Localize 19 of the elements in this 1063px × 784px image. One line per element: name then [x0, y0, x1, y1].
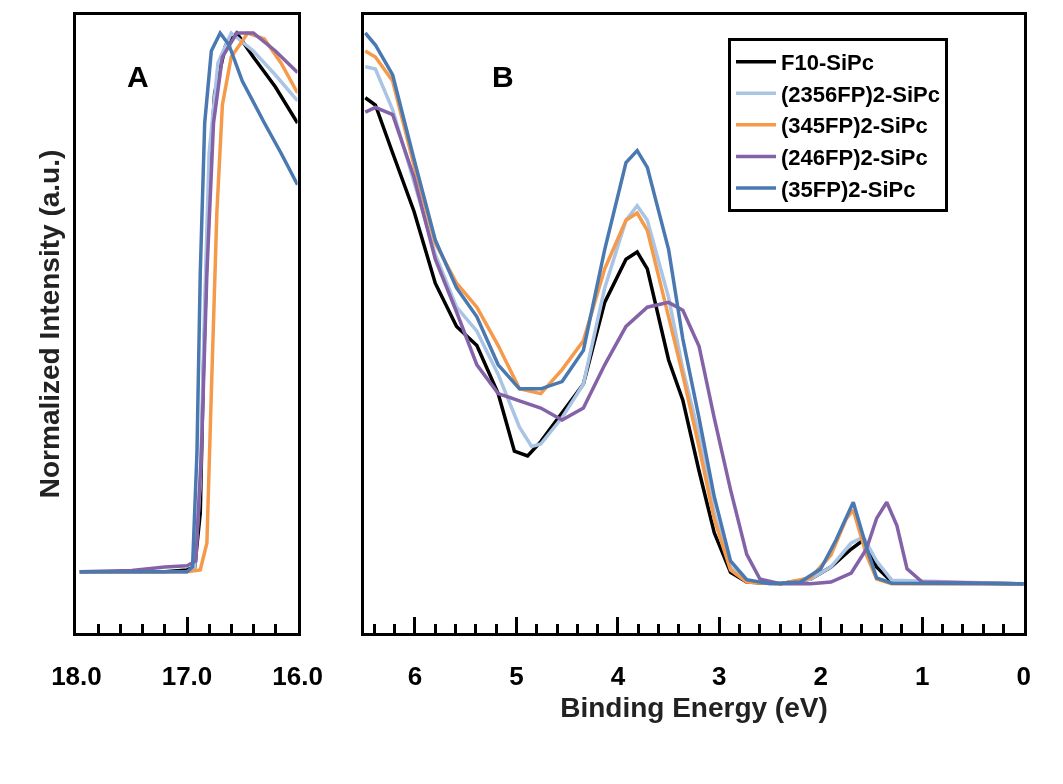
y-axis-title: Normalized Intensity (a.u.): [34, 149, 66, 499]
annotation: A: [127, 60, 149, 93]
legend-label: (35FP)2-SiPc: [781, 176, 916, 202]
x-tick-label: 17.0: [161, 661, 213, 692]
legend-label: (2356FP)2-SiPc: [781, 81, 940, 107]
legend-label: (246FP)2-SiPc: [781, 145, 928, 171]
x-tick-label: 6: [407, 661, 423, 692]
x-tick-label: 16.0: [272, 661, 323, 692]
x-tick-label: 4: [610, 661, 626, 692]
x-tick-label: 18.0: [51, 661, 102, 692]
legend-label: (345FP)2-SiPc: [781, 113, 928, 139]
x-tick-label: 1: [915, 661, 930, 692]
x-tick-label: 0: [1016, 661, 1031, 692]
x-axis-title: Binding Energy (eV): [560, 692, 828, 724]
x-tick-label: 3: [712, 661, 727, 692]
legend-label: F10-SiPc: [781, 50, 874, 76]
x-tick-label: 5: [509, 661, 524, 692]
annotation: B: [492, 60, 514, 93]
x-tick-label: 2: [813, 661, 829, 692]
